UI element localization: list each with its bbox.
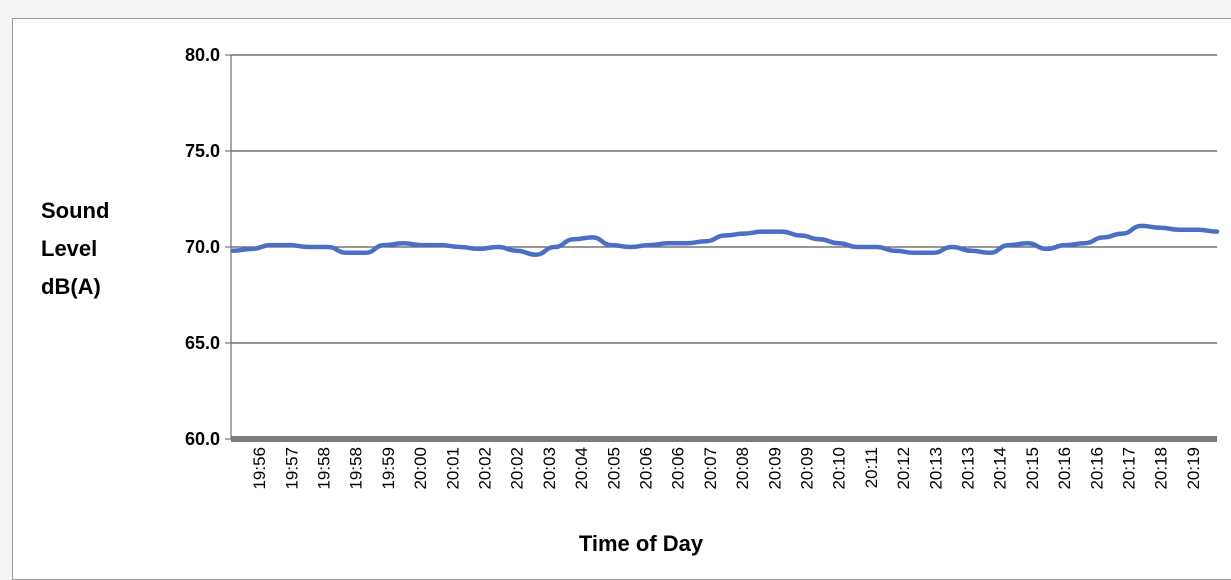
y-tick-label: 60.0 (185, 429, 220, 449)
x-tick-label: 19:56 (250, 447, 269, 490)
x-tick-label: 20:00 (411, 447, 430, 490)
x-tick-label: 20:10 (830, 447, 849, 490)
x-tick-label: 20:02 (508, 447, 527, 490)
x-tick-label: 20:14 (991, 447, 1010, 490)
y-tick-label: 75.0 (185, 141, 220, 161)
x-tick-label: 20:06 (669, 447, 688, 490)
x-tick-label: 19:58 (315, 447, 334, 490)
x-tick-label: 19:57 (282, 447, 301, 490)
x-tick-label: 20:16 (1087, 447, 1106, 490)
x-tick-label: 20:08 (733, 447, 752, 490)
y-tick-label: 80.0 (185, 45, 220, 65)
x-axis-label: Time of Day (579, 531, 704, 556)
x-tick-label: 20:16 (1055, 447, 1074, 490)
x-tick-label: 20:07 (701, 447, 720, 490)
x-tick-label: 20:18 (1152, 447, 1171, 490)
x-tick-label: 20:13 (959, 447, 978, 490)
series (230, 223, 1220, 257)
x-tick-label: 19:59 (379, 447, 398, 490)
x-tick-label: 20:05 (604, 447, 623, 490)
y-axis-label-line-2: Level (41, 236, 97, 261)
x-tick-label: 19:58 (347, 447, 366, 490)
line-chart: 60.065.070.075.080.0 19:56 19:57 19:58 19:5… (41, 45, 1220, 556)
x-tick-labels: 19:56 19:57 19:58 19:58 19:59 20:00 20:01 20:02… (250, 447, 1203, 490)
x-tick-label: 20:01 (443, 447, 462, 490)
x-tick-label: 20:19 (1184, 447, 1203, 490)
y-tick-label: 70.0 (185, 237, 220, 257)
gridlines (225, 54, 1217, 442)
x-tick-label: 20:15 (1023, 447, 1042, 490)
x-tick-label: 20:12 (894, 447, 913, 490)
x-tick-label: 20:17 (1120, 447, 1139, 490)
x-tick-label: 20:13 (926, 447, 945, 490)
series-line (230, 223, 1220, 257)
chart-frame: 60.0 65.0 70.0 75.0 80.0 19:56 19:57 19:58 19:5… (12, 18, 1231, 580)
x-tick-label: 20:03 (540, 447, 559, 490)
x-tick-label: 20:09 (798, 447, 817, 490)
x-tick-label: 20:11 (862, 447, 881, 488)
y-tick-label: 65.0 (185, 333, 220, 353)
y-axis-label-line-1: Sound (41, 198, 109, 223)
x-tick-label: 20:04 (572, 447, 591, 490)
y-tick-labels: 60.0 65.0 70.0 75.0 80.0 (185, 45, 220, 449)
x-tick-label: 20:02 (476, 447, 495, 490)
x-tick-label: 20:06 (637, 447, 656, 490)
x-tick-label: 20:09 (765, 447, 784, 490)
y-axis-label-line-3: dB(A) (41, 274, 101, 299)
